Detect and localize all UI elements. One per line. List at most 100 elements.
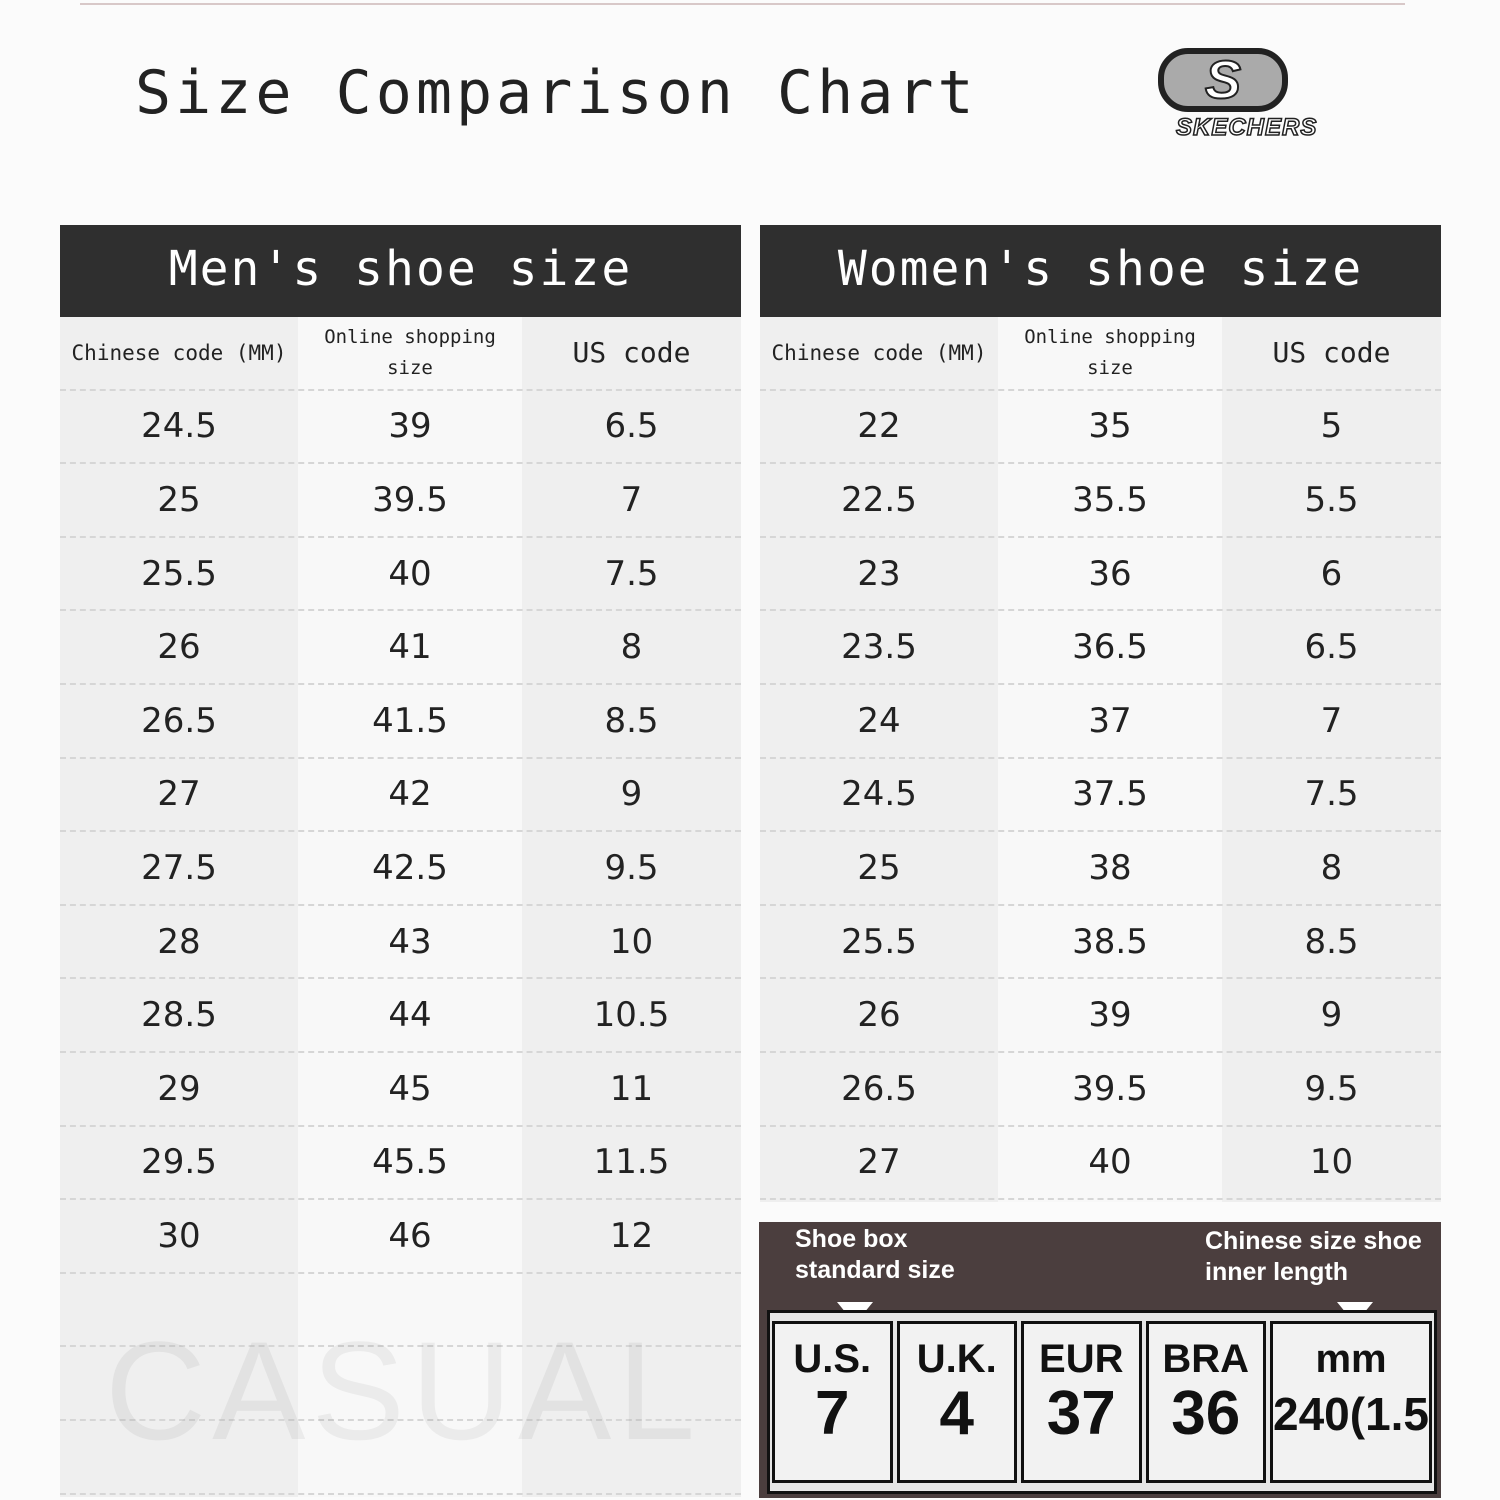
column-header-row: Chinese code (MM) Online shopping size US … — [760, 317, 1441, 391]
table-cell: 25.5 — [841, 921, 917, 962]
table-row: 26.5 39.5 9.5 — [760, 1053, 1441, 1127]
label-key: mm — [1315, 1337, 1387, 1381]
table-cell: 23.5 — [841, 627, 917, 668]
top-divider — [80, 3, 1405, 5]
table-row: 27.5 42.5 9.5 — [60, 832, 741, 906]
logo-mark: S — [1158, 48, 1288, 112]
table-cell: 29 — [157, 1068, 201, 1109]
table-cell: 39.5 — [1072, 1068, 1148, 1109]
table-cell: 26 — [157, 627, 201, 668]
empty-row — [60, 1421, 741, 1495]
label-key: EUR — [1039, 1337, 1124, 1381]
table-row: 24 37 7 — [760, 685, 1441, 759]
table-row: 25 38 8 — [760, 832, 1441, 906]
table-cell: 45 — [388, 1068, 432, 1109]
page-title: Size Comparison Chart — [135, 58, 978, 128]
table-cell: 36.5 — [1072, 627, 1148, 668]
table-cell: 44 — [388, 995, 432, 1036]
label-value: 4 — [939, 1379, 974, 1448]
table-cell: 10 — [609, 921, 654, 962]
table-cell: 46 — [388, 1215, 432, 1256]
table-cell: 39.5 — [372, 479, 448, 520]
table-cell: 24 — [857, 700, 901, 741]
label-cell: mm 240(1.5 — [1270, 1321, 1433, 1483]
table-cell: 5 — [1320, 406, 1343, 447]
table-cell: 9 — [620, 774, 643, 815]
table-cell: 30 — [157, 1215, 201, 1256]
label-value: 7 — [815, 1379, 850, 1448]
table-cell: 11.5 — [593, 1142, 670, 1183]
logo-wordmark: SKECHERS — [1175, 113, 1318, 142]
column-header: Chinese code (MM) — [71, 340, 287, 365]
table-row: 26 41 8 — [60, 611, 741, 685]
table-cell: 40 — [388, 553, 432, 594]
column-header: Online shopping size — [1024, 325, 1196, 379]
table-cell: 28.5 — [141, 995, 217, 1036]
table-cell: 22.5 — [841, 479, 917, 520]
mens-size-table: Men's shoe size Chinese code (MM) Online … — [60, 225, 741, 1497]
table-cell: 5.5 — [1304, 479, 1359, 520]
column-header: Chinese code (MM) — [771, 340, 987, 365]
table-row: 29.5 45.5 11.5 — [60, 1127, 741, 1201]
label-value: 36 — [1171, 1379, 1241, 1448]
womens-size-table: Women's shoe size Chinese code (MM) Onlin… — [760, 225, 1441, 1202]
table-cell: 37.5 — [1072, 774, 1148, 815]
table-row: 26 39 9 — [760, 979, 1441, 1053]
table-cell: 27.5 — [141, 847, 217, 888]
table-cell: 25 — [857, 847, 901, 888]
table-row: 23 36 6 — [760, 538, 1441, 612]
label-key: U.K. — [916, 1337, 997, 1381]
size-label-sticker: U.S. 7 U.K. 4 EUR 37 BRA 36 mm 240(1.5 — [767, 1310, 1437, 1494]
table-cell: 7.5 — [604, 553, 659, 594]
table-row: 27 42 9 — [60, 759, 741, 833]
table-cell: 38 — [1088, 847, 1132, 888]
table-cell: 41.5 — [372, 700, 448, 741]
mens-heading: Men's shoe size — [60, 225, 741, 317]
table-row: 25.5 38.5 8.5 — [760, 906, 1441, 980]
table-row: 28.5 44 10.5 — [60, 979, 741, 1053]
table-cell: 7 — [620, 479, 643, 520]
table-cell: 43 — [388, 921, 432, 962]
table-row: 25.5 40 7.5 — [60, 538, 741, 612]
table-cell: 11 — [609, 1068, 654, 1109]
skechers-logo: S SKECHERS — [1158, 48, 1388, 144]
label-cell: BRA 36 — [1145, 1321, 1266, 1483]
table-cell: 45.5 — [372, 1142, 448, 1183]
table-cell: 10.5 — [593, 995, 670, 1036]
label-cell: EUR 37 — [1021, 1321, 1142, 1483]
table-cell: 26 — [857, 995, 901, 1036]
table-cell: 26.5 — [141, 700, 217, 741]
label-value: 240(1.5 — [1273, 1388, 1430, 1440]
table-cell: 42.5 — [372, 847, 448, 888]
table-row: 30 46 12 — [60, 1200, 741, 1274]
table-cell: 42 — [388, 774, 432, 815]
label-key: BRA — [1162, 1337, 1250, 1381]
empty-row — [60, 1274, 741, 1348]
table-cell: 36 — [1088, 553, 1132, 594]
label-cell: U.K. 4 — [896, 1321, 1017, 1483]
table-cell: 25 — [157, 479, 201, 520]
label-value: 37 — [1046, 1379, 1116, 1448]
table-cell: 8.5 — [604, 700, 659, 741]
table-cell: 25.5 — [141, 553, 217, 594]
table-cell: 39 — [388, 406, 432, 447]
table-cell: 41 — [388, 627, 432, 668]
table-cell: 37 — [1088, 700, 1132, 741]
column-header: Online shopping size — [324, 325, 496, 379]
shoe-box-label-photo: Shoe box standard size Chinese size shoe… — [759, 1222, 1441, 1498]
table-cell: 26.5 — [841, 1068, 917, 1109]
table-cell: 23 — [857, 553, 901, 594]
table-cell: 7 — [1320, 700, 1343, 741]
table-cell: 27 — [857, 1142, 901, 1183]
shoe-box-caption: Shoe box standard size — [795, 1225, 955, 1284]
table-cell: 27 — [157, 774, 201, 815]
table-cell: 6.5 — [1304, 627, 1359, 668]
table-cell: 40 — [1088, 1142, 1132, 1183]
column-header: US code — [572, 336, 691, 370]
empty-row — [60, 1347, 741, 1421]
watermark: CASUAL — [105, 1312, 702, 1469]
table-cell: 9.5 — [604, 847, 659, 888]
table-row: 25 39.5 7 — [60, 464, 741, 538]
column-header-row: Chinese code (MM) Online shopping size US … — [60, 317, 741, 391]
table-cell: 8 — [1320, 847, 1343, 888]
